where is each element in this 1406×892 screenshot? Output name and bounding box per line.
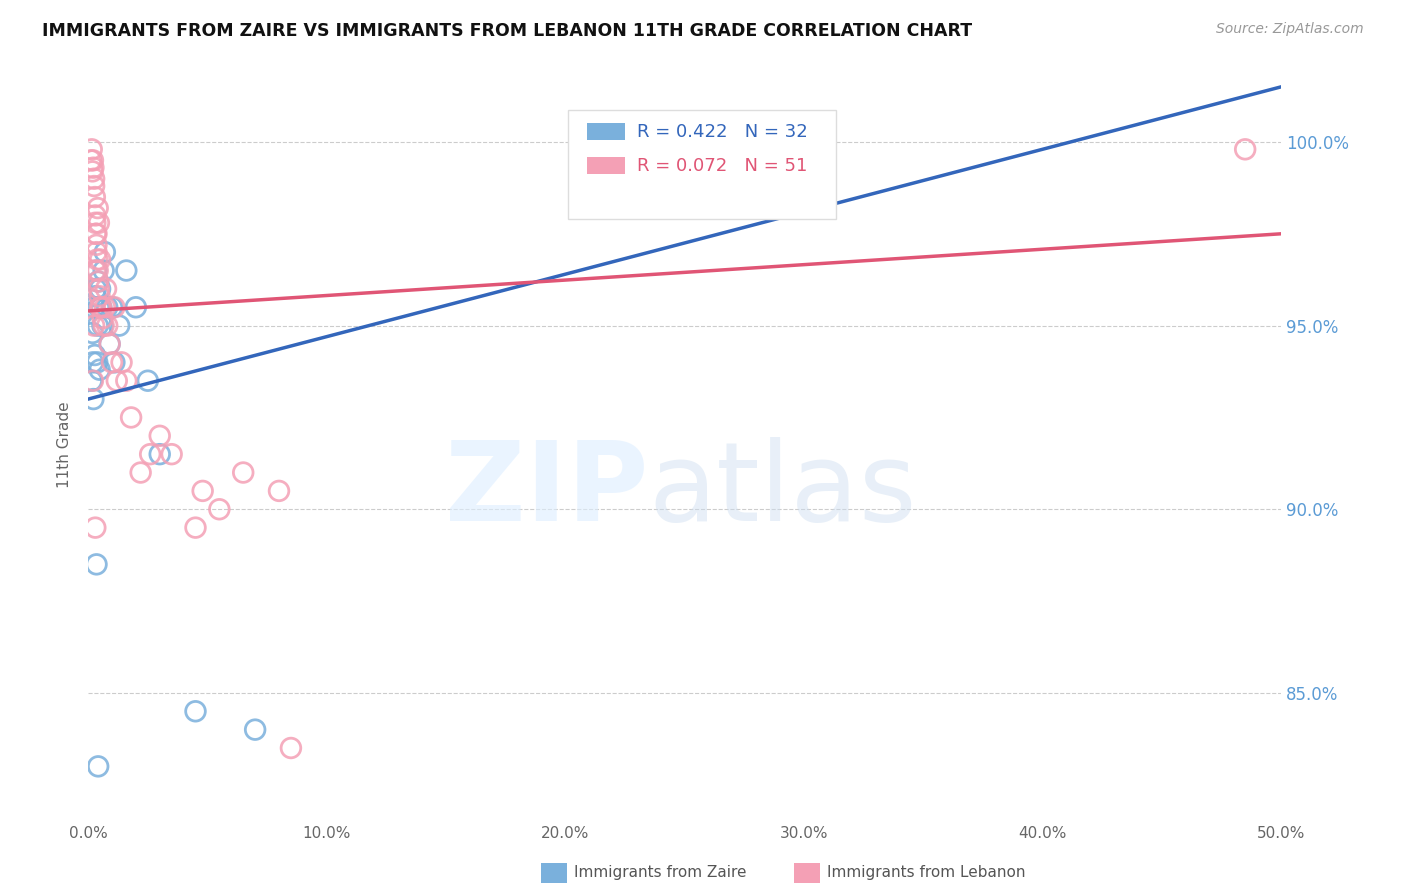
Point bbox=[87, 759, 110, 773]
Point bbox=[115, 374, 138, 388]
Point bbox=[82, 153, 104, 168]
Point bbox=[86, 245, 108, 260]
Point bbox=[89, 289, 111, 303]
Point bbox=[98, 337, 121, 351]
Point bbox=[86, 201, 108, 215]
Point bbox=[86, 237, 108, 252]
Point bbox=[93, 318, 115, 333]
Point bbox=[87, 216, 110, 230]
Point bbox=[105, 374, 128, 388]
Point bbox=[103, 355, 125, 369]
Point bbox=[84, 289, 107, 303]
Point bbox=[103, 300, 125, 314]
Point bbox=[108, 318, 131, 333]
Point bbox=[86, 263, 108, 277]
Point bbox=[82, 355, 104, 369]
Point bbox=[89, 300, 111, 314]
Point bbox=[84, 263, 107, 277]
Point bbox=[110, 355, 132, 369]
Point bbox=[83, 171, 105, 186]
Point bbox=[267, 483, 290, 498]
Point bbox=[82, 326, 104, 340]
Point bbox=[243, 723, 266, 737]
Point bbox=[89, 362, 111, 376]
Point bbox=[149, 429, 172, 443]
Text: Immigrants from Lebanon: Immigrants from Lebanon bbox=[827, 865, 1025, 880]
Point bbox=[87, 275, 110, 289]
Point bbox=[90, 300, 112, 314]
Point bbox=[82, 164, 104, 178]
Point bbox=[94, 245, 117, 260]
Text: ZIP: ZIP bbox=[446, 437, 648, 543]
Point bbox=[91, 311, 114, 326]
FancyBboxPatch shape bbox=[568, 110, 837, 219]
Point bbox=[84, 282, 107, 296]
Point bbox=[191, 483, 214, 498]
Point bbox=[149, 447, 172, 461]
Point bbox=[83, 318, 105, 333]
Point bbox=[83, 179, 105, 194]
Y-axis label: 11th Grade: 11th Grade bbox=[58, 401, 72, 488]
Point bbox=[1234, 142, 1257, 156]
Point bbox=[86, 227, 108, 241]
Point bbox=[86, 558, 108, 572]
Point bbox=[86, 263, 108, 277]
Point bbox=[89, 252, 111, 267]
Point bbox=[120, 410, 142, 425]
Text: R = 0.072   N = 51: R = 0.072 N = 51 bbox=[637, 157, 807, 175]
Point bbox=[86, 252, 108, 267]
Point bbox=[125, 300, 148, 314]
Point bbox=[101, 355, 124, 369]
Point bbox=[84, 209, 107, 223]
FancyBboxPatch shape bbox=[586, 123, 624, 140]
Point bbox=[80, 374, 103, 388]
Point bbox=[86, 318, 108, 333]
Point bbox=[87, 300, 110, 314]
Point bbox=[208, 502, 231, 516]
Text: Source: ZipAtlas.com: Source: ZipAtlas.com bbox=[1216, 22, 1364, 37]
Point bbox=[84, 227, 107, 241]
Point bbox=[98, 337, 121, 351]
Point bbox=[80, 153, 103, 168]
Point bbox=[280, 741, 302, 756]
Point bbox=[94, 300, 117, 314]
Point bbox=[90, 300, 112, 314]
Point bbox=[91, 318, 114, 333]
Point bbox=[87, 282, 110, 296]
Point bbox=[86, 355, 108, 369]
Point bbox=[136, 374, 159, 388]
Text: atlas: atlas bbox=[648, 437, 917, 543]
Point bbox=[184, 704, 207, 718]
Text: Immigrants from Zaire: Immigrants from Zaire bbox=[574, 865, 747, 880]
Point bbox=[82, 392, 104, 406]
Point bbox=[82, 374, 104, 388]
Point bbox=[96, 300, 118, 314]
Point bbox=[84, 521, 107, 535]
Point bbox=[80, 142, 103, 156]
Point bbox=[87, 275, 110, 289]
Text: IMMIGRANTS FROM ZAIRE VS IMMIGRANTS FROM LEBANON 11TH GRADE CORRELATION CHART: IMMIGRANTS FROM ZAIRE VS IMMIGRANTS FROM… bbox=[42, 22, 973, 40]
Point bbox=[84, 216, 107, 230]
Point bbox=[129, 466, 152, 480]
Point bbox=[83, 300, 105, 314]
FancyBboxPatch shape bbox=[586, 157, 624, 174]
Point bbox=[232, 466, 254, 480]
Point bbox=[184, 521, 207, 535]
Point bbox=[96, 318, 118, 333]
Point bbox=[139, 447, 162, 461]
Point bbox=[82, 161, 104, 175]
Point bbox=[94, 282, 117, 296]
Point bbox=[101, 300, 124, 314]
Point bbox=[115, 263, 138, 277]
Point bbox=[83, 190, 105, 204]
Point bbox=[160, 447, 183, 461]
Point bbox=[93, 263, 115, 277]
Point bbox=[83, 348, 105, 362]
Text: R = 0.422   N = 32: R = 0.422 N = 32 bbox=[637, 123, 807, 141]
Point bbox=[89, 282, 111, 296]
